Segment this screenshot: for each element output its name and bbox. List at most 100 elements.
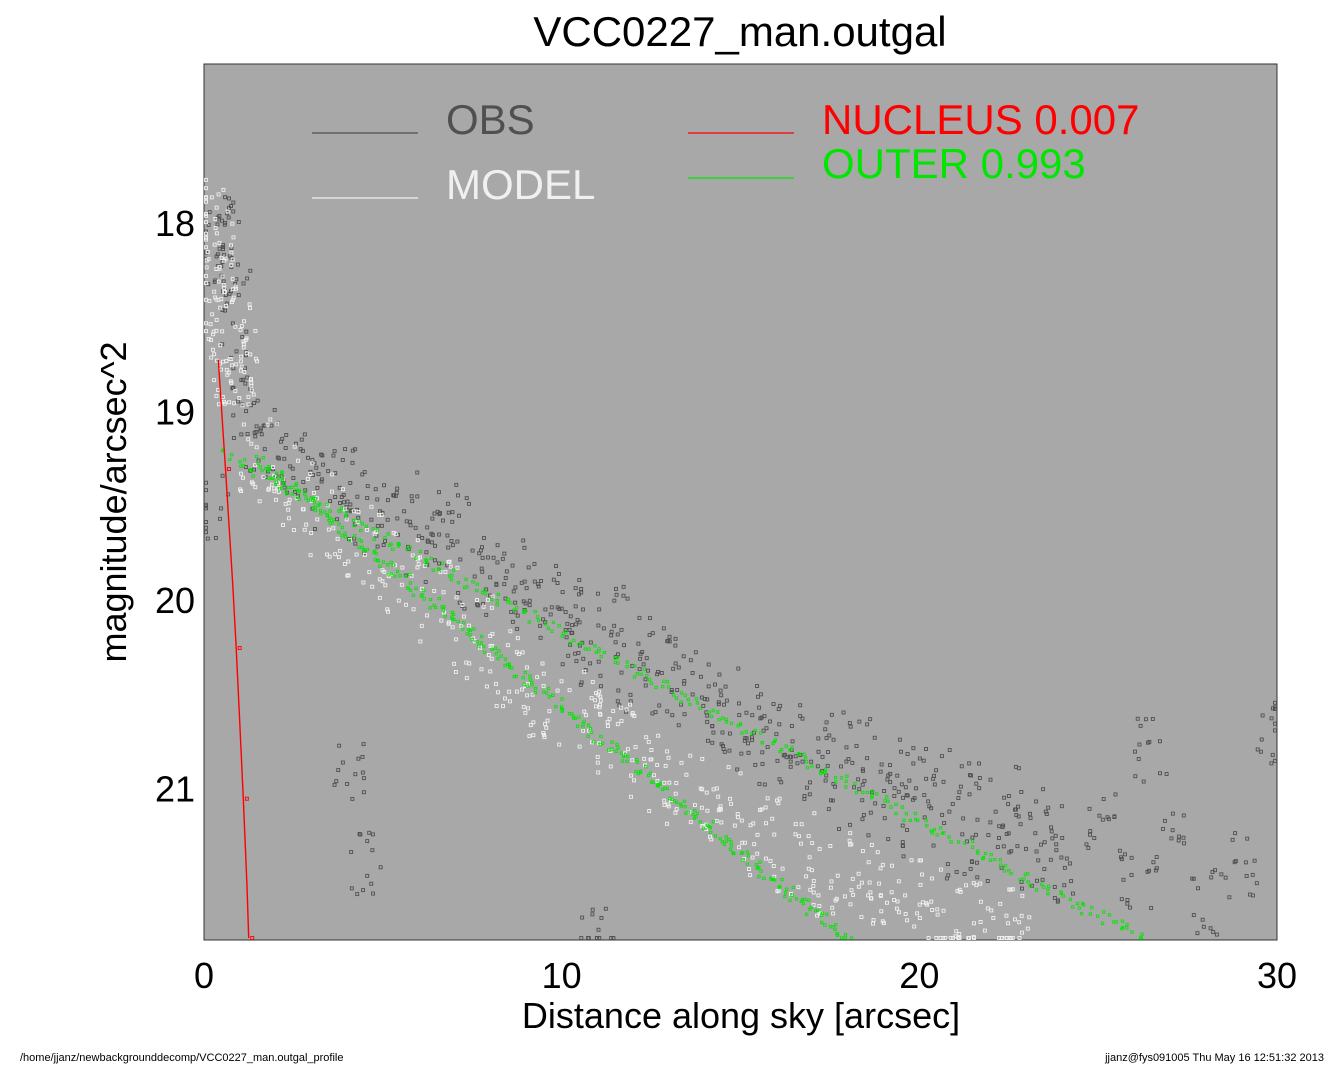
outer-point — [823, 923, 827, 927]
outer-point — [357, 519, 361, 523]
obs-point — [236, 293, 241, 298]
obs-point — [1125, 901, 1130, 906]
obs-point — [482, 536, 486, 541]
obs-point — [619, 627, 624, 632]
model-point — [581, 728, 586, 733]
outer-point — [709, 830, 713, 835]
obs-point — [975, 875, 980, 880]
outer-point — [381, 560, 385, 564]
outer-point — [886, 799, 890, 803]
obs-point — [1129, 873, 1134, 877]
model-point — [629, 794, 633, 799]
outer-point — [328, 509, 332, 513]
obs-point — [511, 589, 516, 594]
obs-point — [1227, 895, 1232, 900]
obs-point — [988, 820, 993, 825]
obs-point — [988, 777, 993, 782]
model-point — [494, 704, 499, 708]
model-point — [494, 681, 498, 686]
outer-point — [557, 624, 561, 628]
outer-point — [614, 749, 618, 753]
obs-point — [823, 778, 828, 783]
obs-point — [1100, 817, 1105, 822]
outer-point — [391, 563, 395, 567]
obs-point — [904, 793, 909, 798]
legend-obs-label: OBS — [446, 96, 535, 143]
obs-point — [484, 587, 489, 592]
obs-point — [860, 817, 865, 822]
model-point — [354, 552, 359, 557]
outer-point — [1003, 864, 1008, 868]
model-point — [811, 902, 816, 907]
outer-point — [956, 840, 961, 844]
obs-point — [857, 787, 862, 792]
model-point — [879, 909, 884, 914]
obs-point — [248, 268, 253, 273]
obs-point — [881, 803, 886, 808]
outer-point — [386, 563, 390, 567]
outer-point — [550, 629, 554, 633]
model-point — [268, 417, 273, 422]
model-point — [768, 858, 773, 863]
obs-point — [776, 707, 781, 712]
outer-point — [716, 710, 720, 714]
model-point — [501, 704, 506, 709]
obs-point — [543, 607, 548, 612]
model-series — [204, 177, 1032, 940]
outer-point — [988, 858, 993, 862]
obs-point — [1054, 848, 1059, 853]
outer-point — [328, 516, 332, 520]
model-point — [699, 805, 704, 810]
obs-point — [924, 776, 929, 781]
obs-point — [1182, 841, 1187, 846]
obs-point — [361, 888, 366, 893]
obs-point — [736, 666, 741, 671]
nucleus-point — [244, 796, 249, 801]
model-point — [547, 709, 552, 714]
outer-point — [644, 765, 648, 769]
obs-point — [669, 690, 674, 694]
outer-point — [497, 649, 501, 653]
obs-point — [723, 684, 728, 689]
model-point — [978, 899, 983, 904]
outer-point — [319, 512, 323, 516]
model-point — [204, 237, 208, 242]
outer-point — [648, 678, 652, 682]
model-point — [763, 805, 768, 810]
model-point — [688, 753, 693, 758]
model-point — [700, 787, 705, 792]
model-point — [253, 356, 258, 361]
obs-point — [637, 615, 642, 620]
outer-point — [740, 731, 744, 735]
obs-point — [1273, 721, 1277, 726]
model-point — [460, 603, 465, 607]
obs-point — [1181, 835, 1186, 840]
outer-point — [615, 742, 619, 747]
obs-point — [598, 673, 603, 678]
obs-point — [846, 757, 851, 761]
obs-point — [361, 790, 366, 795]
outer-point — [389, 572, 394, 576]
model-point — [878, 866, 883, 871]
outer-point — [616, 746, 620, 750]
obs-point — [866, 833, 871, 838]
obs-point — [942, 821, 947, 826]
obs-point — [1223, 875, 1228, 880]
obs-point — [371, 891, 376, 896]
outer-point — [833, 776, 838, 780]
outer-point — [408, 545, 412, 549]
obs-point — [1046, 805, 1051, 810]
model-point — [239, 324, 244, 329]
obs-point — [847, 721, 852, 725]
model-point — [880, 862, 885, 867]
outer-point — [668, 796, 672, 800]
model-point — [220, 274, 225, 279]
outer-point — [499, 654, 503, 658]
obs-point — [527, 603, 532, 608]
outer-point — [981, 856, 986, 860]
model-point — [467, 623, 471, 628]
obs-point — [340, 760, 345, 765]
outer-point — [344, 514, 348, 518]
model-point — [739, 818, 744, 823]
model-point — [1025, 926, 1030, 931]
